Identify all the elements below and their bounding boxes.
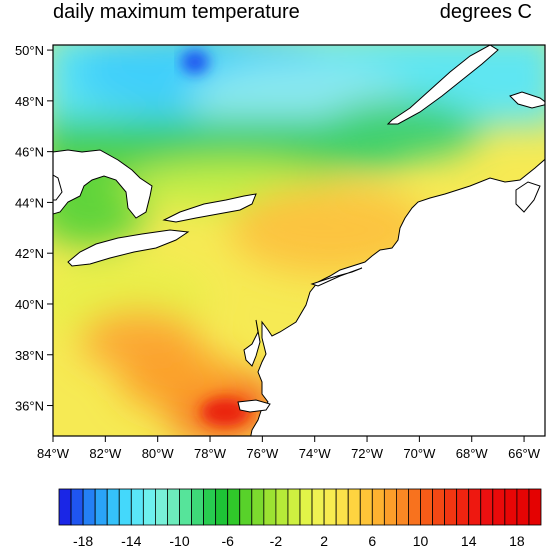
colorbar-swatch [215, 488, 229, 526]
lon-tick-label: 68°W [456, 446, 489, 461]
colorbar-swatch [287, 488, 301, 526]
colorbar-swatch [251, 488, 265, 526]
colorbar-swatch [118, 488, 132, 526]
colorbar-label: -14 [121, 533, 141, 549]
colorbar-label: 2 [320, 533, 328, 549]
lat-tick-label: 46°N [15, 145, 44, 160]
colorbar-swatch [347, 488, 361, 526]
lat-tick-label: 42°N [15, 246, 44, 261]
colorbar-swatch [432, 488, 445, 526]
lon-tick-label: 74°W [299, 446, 332, 461]
colorbar-swatch [191, 488, 205, 526]
colorbar-swatch [371, 488, 385, 526]
colorbar-swatch [492, 488, 506, 526]
colorbar-swatch [335, 488, 349, 526]
colorbar-label: -2 [270, 533, 283, 549]
colorbar-swatch [167, 488, 180, 526]
lat-tick-label: 44°N [15, 195, 44, 210]
colorbar-swatch [299, 488, 313, 526]
colorbar-label: -18 [73, 533, 93, 549]
lon-tick-label: 78°W [194, 446, 227, 461]
colorbar-swatch [528, 488, 542, 526]
colorbar-swatch [58, 488, 72, 526]
colorbar-label: 18 [509, 533, 525, 549]
colorbar: -18 -14 -10 -6 -2 2 6 10 14 18 [58, 488, 542, 549]
lon-tick-label: 72°W [351, 446, 384, 461]
colorbar-swatch [456, 488, 470, 526]
colorbar-swatch [444, 488, 458, 526]
lon-tick-label: 70°W [403, 446, 436, 461]
colorbar-swatch [203, 488, 217, 526]
colorbar-swatch [82, 488, 96, 526]
lon-tick-label: 82°W [89, 446, 122, 461]
colorbar-swatch [263, 488, 277, 526]
colorbar-swatch [383, 488, 397, 526]
lon-tick-label: 76°W [246, 446, 279, 461]
colorbar-swatch [239, 488, 253, 526]
colorbar-swatch [70, 488, 84, 526]
colorbar-label: -6 [221, 533, 234, 549]
lat-tick-label: 40°N [15, 297, 44, 312]
lat-tick-label: 38°N [15, 348, 44, 363]
lon-tick-label: 66°W [508, 446, 541, 461]
longitude-axis: 84°W 82°W 80°W 78°W 76°W 74°W 72°W 70°W 68°W 66°W [37, 436, 541, 461]
colorbar-swatch [480, 488, 494, 526]
colorbar-label: 10 [413, 533, 429, 549]
lat-tick-label: 50°N [15, 43, 44, 58]
colorbar-swatch [468, 488, 482, 526]
water-bodies [53, 45, 545, 436]
colorbar-swatch [420, 488, 433, 526]
lat-tick-label: 48°N [15, 94, 44, 109]
colorbar-swatch [311, 488, 325, 526]
colorbar-swatch [323, 488, 337, 526]
colorbar-swatch [130, 488, 144, 526]
colorbar-label: 6 [368, 533, 376, 549]
map-frame [52, 44, 546, 437]
lon-tick-label: 80°W [142, 446, 175, 461]
map-title: daily maximum temperature [53, 1, 300, 23]
colorbar-swatch [516, 488, 530, 526]
lat-tick-label: 36°N [15, 399, 44, 414]
colorbar-swatch [94, 488, 108, 526]
colorbar-swatch [408, 488, 421, 526]
colorbar-swatch [275, 488, 289, 526]
colorbar-swatch [154, 488, 168, 526]
colorbar-swatch [179, 488, 192, 526]
latitude-axis: 50°N 48°N 46°N 44°N 42°N 40°N 38°N 36°N [15, 43, 53, 414]
colorbar-swatch [359, 488, 373, 526]
lon-tick-label: 84°W [37, 446, 70, 461]
colorbar-label: 14 [461, 533, 477, 549]
colorbar-swatch [227, 488, 241, 526]
colorbar-label: -10 [169, 533, 189, 549]
colorbar-swatch [142, 488, 156, 526]
units-label: degrees C [439, 1, 532, 23]
temperature-field [53, 45, 545, 436]
colorbar-swatch [504, 488, 518, 526]
colorbar-swatch [395, 488, 409, 526]
colorbar-swatch [106, 488, 120, 526]
